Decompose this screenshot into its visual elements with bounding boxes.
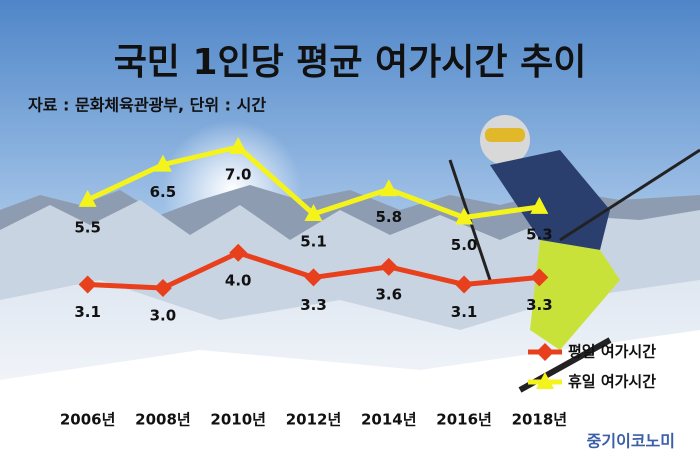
data-label: 5.8 [375, 208, 402, 226]
data-label: 5.0 [451, 236, 478, 254]
data-label: 3.3 [300, 296, 327, 314]
data-label: 5.5 [74, 218, 101, 236]
point-marker [379, 257, 398, 276]
point-marker [78, 275, 97, 294]
point-marker [530, 268, 549, 287]
data-label: 7.0 [225, 166, 252, 184]
point-marker [304, 268, 323, 287]
x-tick-label: 2018년 [512, 411, 568, 429]
point-marker [455, 207, 474, 225]
x-tick-label: 2012년 [286, 411, 342, 429]
x-tick-label: 2014년 [361, 411, 417, 429]
source-label: 중기이코노미 [587, 432, 675, 451]
data-label: 3.1 [74, 303, 101, 321]
data-label: 6.5 [150, 183, 177, 201]
legend-label: 휴일 여가시간 [568, 373, 656, 391]
point-marker [536, 343, 554, 361]
x-tick-label: 2008년 [135, 411, 191, 429]
data-label: 3.6 [375, 285, 402, 303]
point-marker [78, 189, 97, 207]
point-marker [455, 275, 474, 294]
point-marker [530, 196, 549, 214]
x-tick-label: 2016년 [436, 411, 492, 429]
chart-title: 국민 1인당 평균 여가시간 추이 [114, 42, 587, 83]
data-label: 3.3 [526, 296, 553, 314]
point-marker [153, 154, 172, 172]
x-tick-label: 2010년 [210, 411, 266, 429]
point-marker [536, 372, 554, 389]
data-label: 3.0 [150, 307, 177, 325]
legend-label: 평일 여가시간 [568, 343, 656, 361]
point-marker [379, 179, 398, 197]
point-marker [229, 243, 248, 262]
data-label: 5.3 [526, 225, 553, 243]
chart-subtitle: 자료 : 문화체육관광부, 단위 : 시간 [28, 96, 266, 115]
data-label: 4.0 [225, 271, 252, 289]
data-label: 5.1 [300, 232, 327, 250]
point-marker [153, 279, 172, 297]
x-tick-label: 2006년 [60, 411, 116, 429]
point-marker [304, 203, 323, 221]
point-marker [229, 137, 248, 154]
data-label: 3.1 [451, 303, 478, 321]
